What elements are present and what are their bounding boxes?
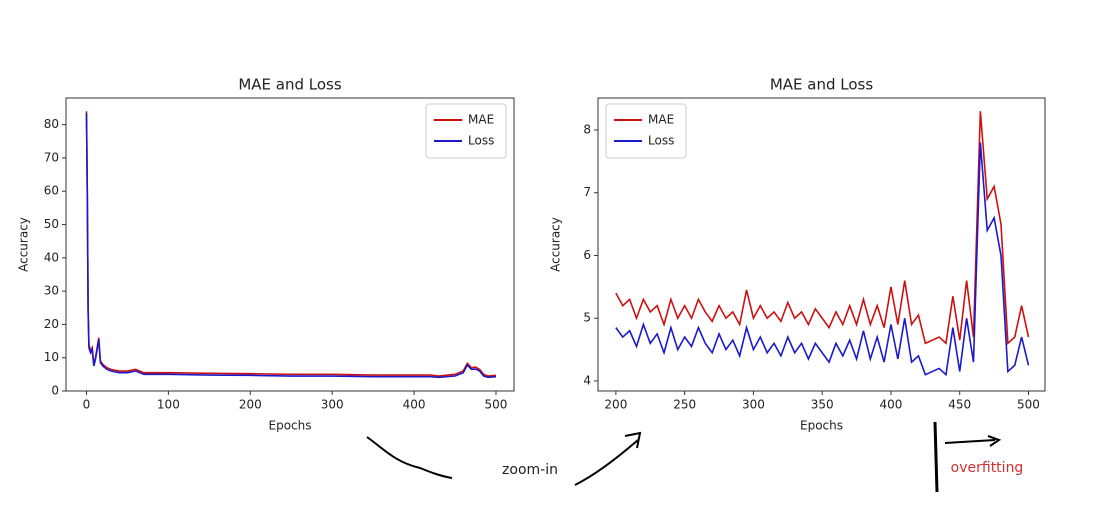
legend-label: Loss: [468, 134, 494, 148]
annotation: zoom-in: [502, 462, 558, 478]
arrow-stroke: [366, 436, 453, 479]
x-tick-label: 0: [83, 398, 91, 412]
legend-box: [605, 103, 687, 159]
y-tick-label: 20: [44, 317, 59, 331]
y-axis-label: Accuracy: [17, 217, 31, 272]
plot-frame: [597, 97, 1046, 392]
data-line: [85, 112, 497, 379]
y-tick-label: 50: [44, 217, 59, 231]
data-line: [615, 142, 1030, 377]
x-tick-label: 100: [157, 398, 180, 412]
y-tick-label: 7: [583, 185, 591, 199]
x-tick-label: 400: [880, 398, 903, 412]
y-tick-label: 30: [44, 284, 59, 298]
x-axis-label: Epochs: [800, 419, 843, 433]
x-tick-label: 400: [403, 398, 426, 412]
chart-title: MAE and Loss: [770, 76, 874, 94]
y-tick-label: 40: [44, 250, 59, 264]
y-tick-label: 60: [44, 184, 59, 198]
y-tick-label: 80: [44, 117, 59, 131]
x-tick-label: 300: [742, 398, 765, 412]
divider-mark: [933, 421, 939, 493]
x-tick-label: 450: [948, 398, 971, 412]
y-axis-label: Accuracy: [549, 217, 563, 272]
x-tick-label: 500: [1017, 398, 1040, 412]
data-line: [615, 111, 1030, 346]
x-axis-label: Epochs: [269, 419, 312, 433]
zoom-arrow: [574, 431, 642, 486]
x-tick-label: 200: [239, 398, 262, 412]
x-tick-label: 250: [673, 398, 696, 412]
y-tick-label: 10: [44, 350, 59, 364]
legend-label: MAE: [468, 113, 494, 127]
x-tick-label: 350: [811, 398, 834, 412]
y-tick-label: 8: [583, 122, 591, 136]
x-tick-label: 300: [321, 398, 344, 412]
chart-title: MAE and Loss: [238, 76, 342, 94]
annotation: overfitting: [951, 460, 1024, 476]
x-tick-label: 200: [604, 398, 627, 412]
y-tick-label: 6: [583, 248, 591, 262]
y-tick-label: 0: [51, 384, 59, 398]
legend-label: MAE: [648, 113, 674, 127]
overfit-arrow: [944, 435, 1002, 447]
legend-box: [425, 103, 507, 159]
y-tick-label: 70: [44, 150, 59, 164]
y-tick-label: 4: [583, 373, 591, 387]
x-tick-label: 500: [485, 398, 508, 412]
y-tick-label: 5: [583, 311, 591, 325]
legend-label: Loss: [648, 134, 674, 148]
plot-frame: [65, 97, 515, 392]
